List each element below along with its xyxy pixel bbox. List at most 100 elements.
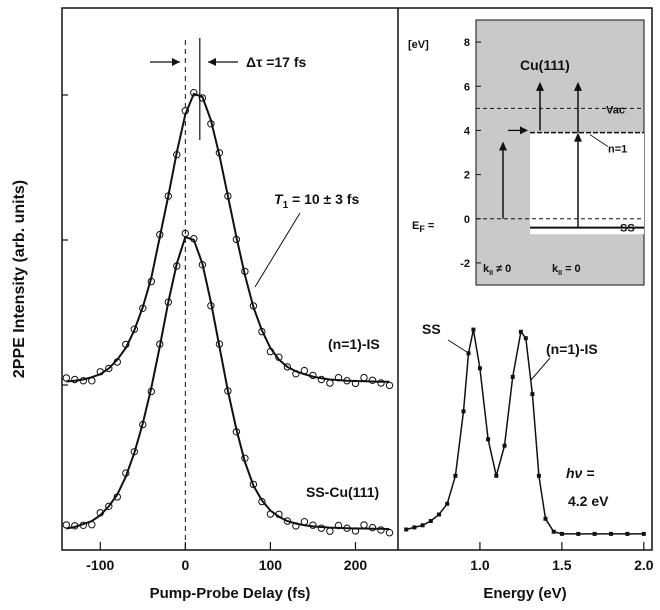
data-point [139, 420, 147, 429]
arrowhead-icon [208, 58, 216, 66]
data-point [224, 192, 232, 200]
data-point [292, 522, 300, 530]
data-point [283, 363, 292, 371]
data-point [113, 358, 122, 366]
data-point [360, 521, 368, 529]
data-point [326, 527, 334, 535]
data-point [198, 94, 207, 102]
spectrum-point [486, 437, 491, 442]
spectrum-point [412, 525, 417, 530]
data-point [215, 149, 224, 157]
spectrum-point [543, 516, 548, 521]
arrowhead-icon [574, 81, 582, 91]
data-point [147, 277, 156, 286]
data-point [105, 364, 113, 373]
x-tick-label: -100 [86, 557, 114, 573]
spectrum-point [437, 512, 441, 517]
data-point [283, 517, 292, 525]
inset-y-tick-label: 8 [464, 37, 470, 49]
arrowhead-icon [574, 132, 582, 142]
data-point [207, 120, 215, 128]
data-point [207, 302, 215, 310]
x-tick-label: 100 [259, 557, 283, 573]
data-point [190, 235, 198, 243]
series-label-is: (n=1)-IS [328, 336, 380, 352]
data-point [62, 374, 71, 382]
data-point [377, 526, 385, 534]
data-point [96, 368, 105, 376]
data-point [190, 89, 198, 97]
data-point [326, 379, 334, 387]
left-panel: -100 0 100 200 [62, 38, 394, 573]
right-panel: 1.0 1.5 2.0 [404, 327, 654, 573]
inset-y-tick-label: 0 [464, 214, 470, 226]
data-point [232, 428, 241, 436]
data-point [360, 373, 368, 382]
data-point [343, 524, 351, 532]
arrowhead-icon [499, 141, 507, 151]
spectrum-point [551, 529, 556, 534]
inset-y-tick-label: 6 [464, 81, 470, 93]
data-point [96, 509, 105, 517]
data-point [300, 366, 309, 375]
t1-subscript: 1 [283, 200, 289, 211]
delta-tau-annotation: Δτ =17 fs [150, 54, 307, 70]
ss-leader-line [447, 339, 471, 355]
data-point [79, 521, 88, 529]
ss-level-label: SS [620, 223, 635, 235]
spectrum-point [471, 327, 476, 332]
n1-leader [589, 134, 609, 147]
inset-y-tick-label: 2 [464, 170, 470, 182]
data-point [385, 381, 394, 390]
spectrum-point [523, 336, 528, 341]
hv-label: hν = [566, 465, 594, 481]
data-point [88, 377, 96, 385]
data-point [232, 235, 241, 244]
data-point [156, 230, 164, 239]
data-point [334, 521, 343, 530]
inset-y-tick-label: -2 [460, 258, 470, 270]
spectrum-point [592, 531, 597, 536]
data-point [292, 370, 300, 378]
data-point [71, 522, 79, 530]
inset-y-tick-label: 4 [464, 125, 471, 137]
spectrum-point [625, 531, 630, 536]
t1-value: = 10 ± 3 fs [288, 191, 359, 207]
spectrum-point [576, 531, 581, 536]
hv-value: 4.2 eV [568, 493, 609, 509]
data-point [215, 340, 224, 348]
data-point [79, 377, 88, 385]
spectrum-point [530, 392, 535, 397]
data-point [275, 353, 283, 361]
inset-diagram: 8 6 4 2 0 -2 [eV] Cu(111) Vac n=1 SS EF = kII ≠ 0 kII… [408, 19, 645, 286]
data-point [317, 375, 326, 384]
delta-tau-label: Δτ =17 fs [246, 54, 307, 70]
data-point [241, 454, 249, 462]
data-point [198, 261, 207, 269]
data-point [266, 510, 275, 518]
data-point [105, 502, 113, 510]
x-tick-label: 0 [181, 557, 189, 573]
data-point [71, 375, 79, 384]
data-point [249, 302, 258, 310]
data-point [181, 107, 190, 115]
spectrum-point [453, 473, 458, 478]
y-axis-title: 2PPE Intensity (arb. units) [11, 180, 28, 378]
data-point [351, 379, 360, 388]
data-point [385, 529, 394, 537]
data-point [173, 262, 181, 270]
t1-label: T1 = 10 ± 3 fs [274, 191, 359, 211]
inset-title: Cu(111) [520, 57, 570, 73]
data-point [249, 480, 258, 489]
data-point [181, 229, 190, 238]
vac-label: Vac [606, 104, 625, 116]
data-point [258, 497, 266, 506]
data-point [156, 340, 164, 348]
data-point [309, 521, 317, 529]
t1-annotation: T1 = 10 ± 3 fs [254, 191, 359, 288]
data-point [164, 298, 173, 306]
arrowhead-icon [536, 81, 544, 91]
data-point [266, 347, 275, 356]
x-tick-label: 200 [344, 557, 368, 573]
